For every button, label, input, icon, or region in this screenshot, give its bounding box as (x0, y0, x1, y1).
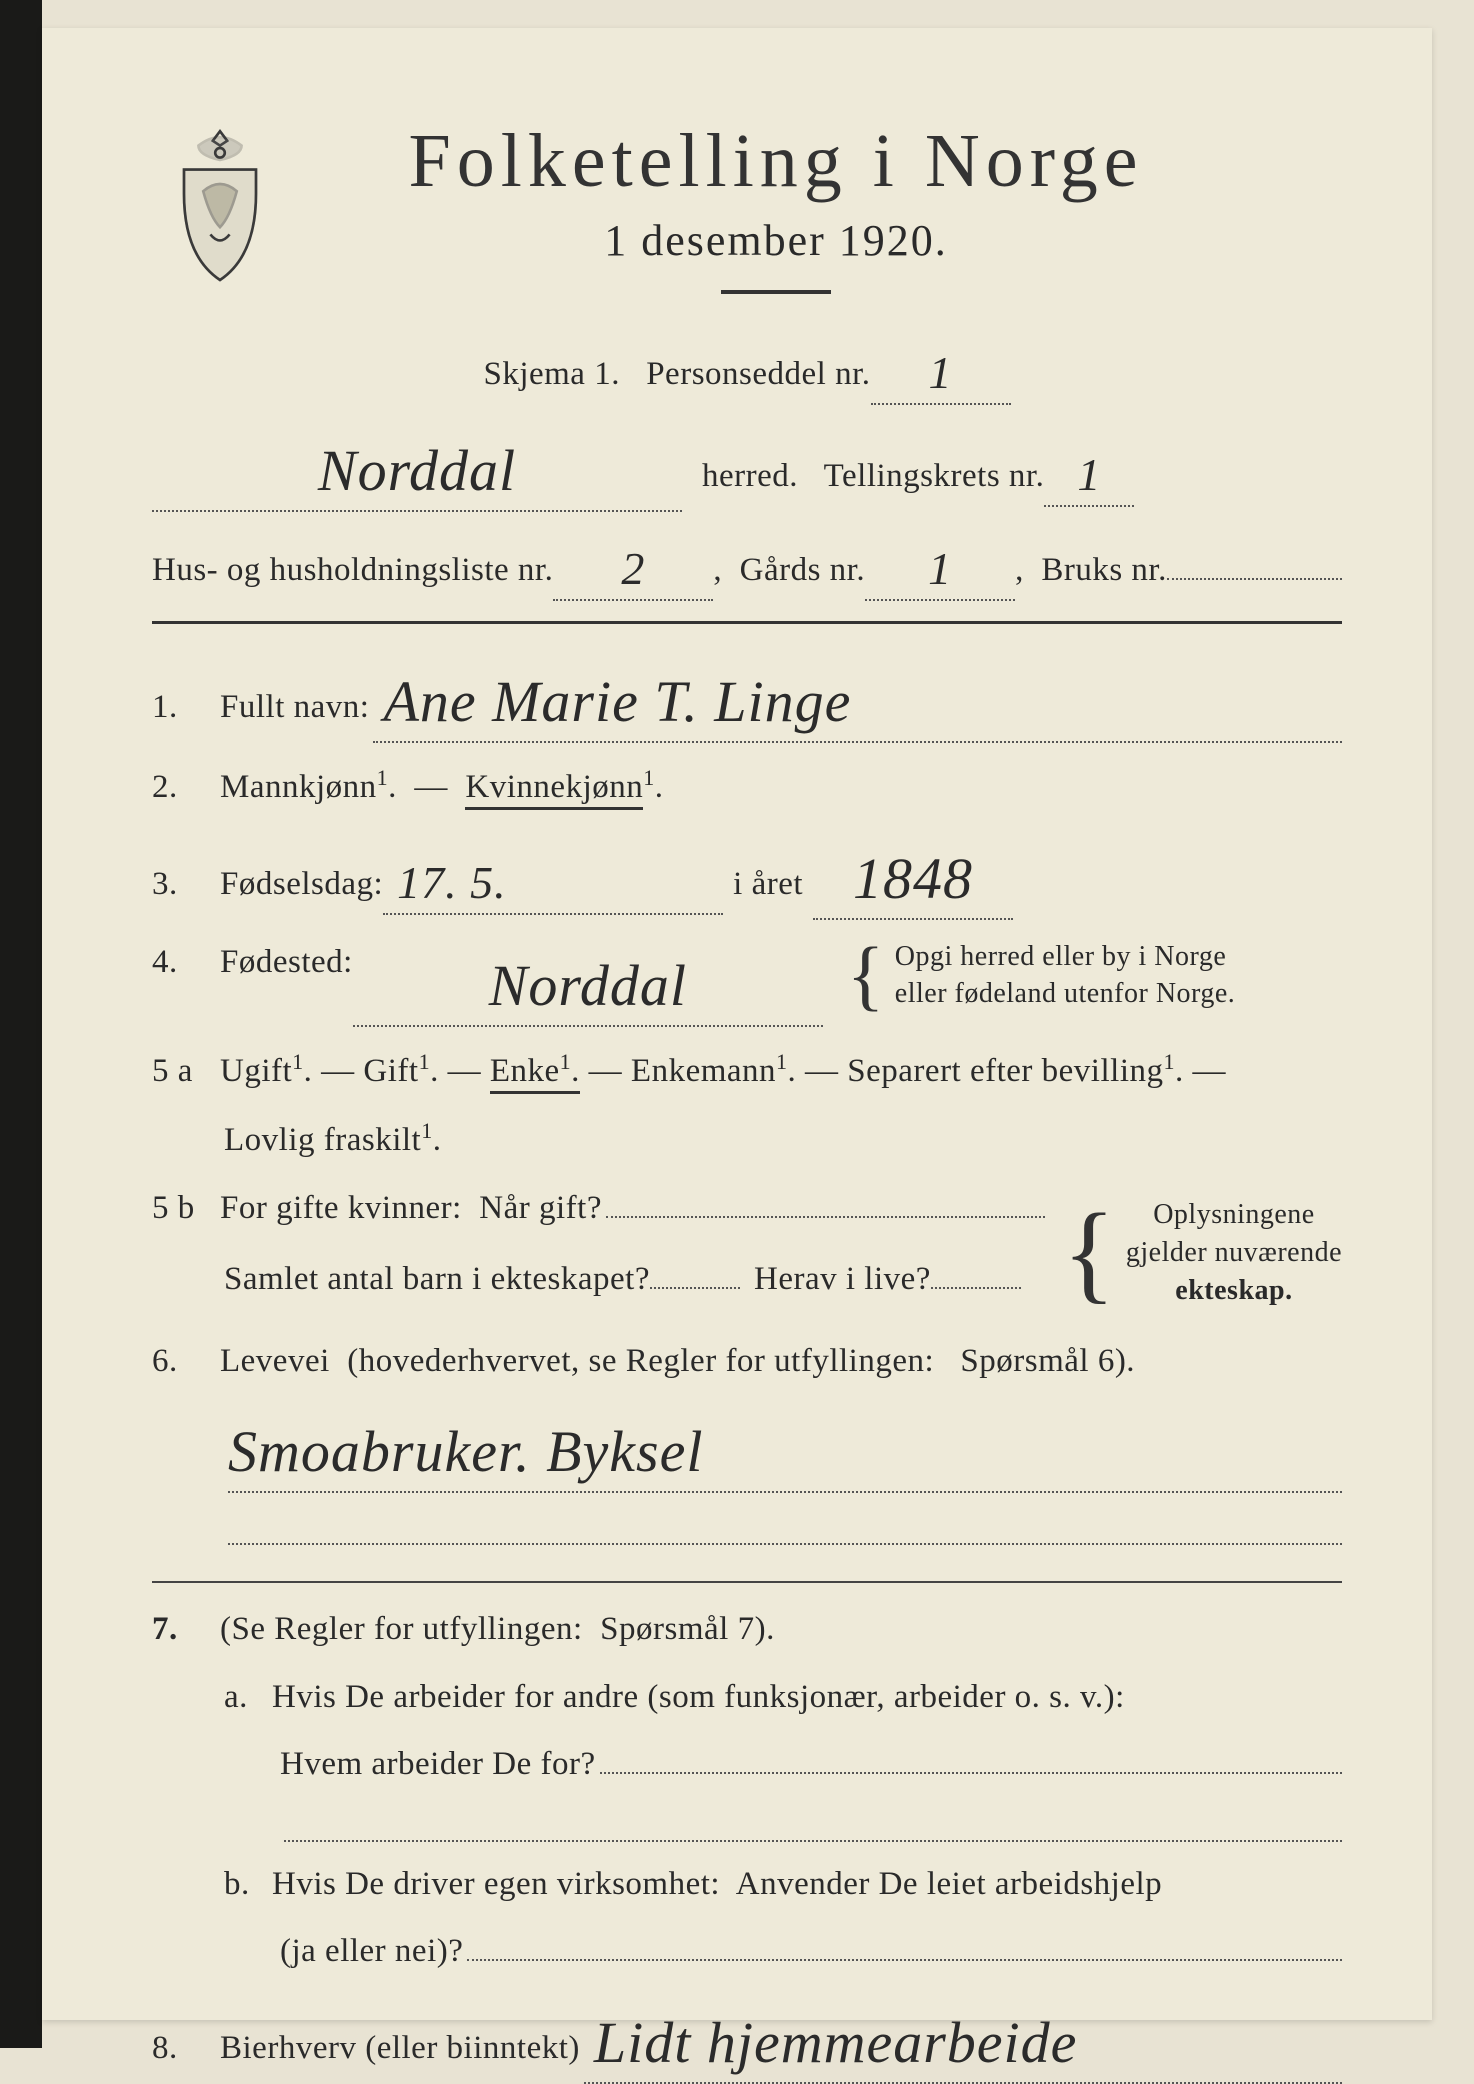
q7-num: 7. (152, 1605, 220, 1655)
q5b-side1: Oplysningene (1126, 1196, 1342, 1234)
q5a-opt2: Gift1. (363, 1045, 438, 1097)
q4-side2: eller fødeland utenfor Norge. (895, 975, 1236, 1013)
q5b-num: 5 b (152, 1184, 220, 1234)
q2-female: Kvinnekjønn1. (465, 761, 663, 813)
q4-row: 4. Fødested: Norddal { Opgi herred eller… (152, 938, 1342, 1027)
q5a-opt5: Separert efter bevilling1. (847, 1045, 1183, 1097)
q5a-num: 5 a (152, 1047, 220, 1097)
form-body: Skjema 1. Personseddel nr. 1 Norddal her… (152, 334, 1342, 2084)
q6-value: Smoabruker. Byksel (228, 1419, 703, 1484)
q4-label: Fødested: (220, 938, 353, 988)
page-subtitle: 1 desember 1920. (320, 215, 1232, 266)
q2-row: 2. Mannkjønn1. — Kvinnekjønn1. (152, 761, 1342, 813)
q5b-row1: 5 b For gifte kvinner: Når gift? (152, 1184, 1045, 1234)
q4-num: 4. (152, 938, 220, 988)
q8-label: Bierhverv (eller biinntekt) (220, 2024, 580, 2074)
q8-row: 8. Bierhverv (eller biinntekt) Lidt hjem… (152, 1995, 1342, 2084)
hus-line: Hus- og husholdningsliste nr. 2 , Gårds … (152, 530, 1342, 601)
scan-edge (0, 0, 42, 2048)
q5b-sidenote: { Oplysningene gjelder nuværende ekteska… (1063, 1196, 1342, 1309)
q7a-row2: Hvem arbeider De for? (152, 1740, 1342, 1790)
q3-label: Fødselsdag: (220, 860, 383, 910)
census-form-page: Folketelling i Norge 1 desember 1920. Sk… (42, 28, 1432, 2020)
q5b-barn-blank (650, 1251, 740, 1289)
q5b-side2: gjelder nuværende (1126, 1234, 1342, 1272)
brace-icon: { (847, 940, 885, 1010)
q3-day: 17. 5. (397, 857, 507, 908)
brace-icon: { (1063, 1203, 1116, 1302)
q7a-row3 (152, 1808, 1342, 1842)
q5a-opt1: Ugift1. (220, 1045, 312, 1097)
q2-num: 2. (152, 763, 220, 813)
gards-label: , Gårds nr. (713, 546, 865, 596)
q4-value: Norddal (489, 953, 687, 1018)
title-rule (721, 290, 831, 294)
q7a-row1: a. Hvis De arbeider for andre (som funks… (152, 1673, 1342, 1723)
q1-row: 1. Fullt navn: Ane Marie T. Linge (152, 654, 1342, 743)
bruks-label: , Bruks nr. (1015, 546, 1167, 596)
q5a-opt4: Enkemann1. (631, 1045, 796, 1097)
herred-label: herred. Tellingskrets nr. (702, 452, 1044, 502)
q7b-row2: (ja eller nei)? (152, 1927, 1342, 1977)
q5b-row2: Samlet antal barn i ekteskapet? Herav i … (152, 1251, 1045, 1305)
q6-row: 6. Levevei (hovederhvervet, se Regler fo… (152, 1337, 1342, 1387)
q4-sidenote: { Opgi herred eller by i Norge eller fød… (847, 938, 1235, 1014)
q5b-live-blank (931, 1251, 1021, 1289)
gards-nr: 1 (928, 543, 952, 594)
q7b-blank (467, 1927, 1342, 1961)
hus-nr: 2 (621, 543, 645, 594)
q7a-num: a. (224, 1673, 272, 1723)
herred-value: Norddal (318, 438, 516, 503)
q7-label: (Se Regler for utfyllingen: Spørsmål 7). (220, 1605, 775, 1655)
q5b-l2a: Samlet antal barn i ekteskapet? (224, 1255, 650, 1305)
q3-row: 3. Fødselsdag: 17. 5. i året 1848 (152, 831, 1342, 920)
tellingskrets-nr: 1 (1077, 449, 1101, 500)
q7a-l1: Hvis De arbeider for andre (som funksjon… (272, 1673, 1125, 1723)
herred-line: Norddal herred. Tellingskrets nr. 1 (152, 423, 1342, 512)
skjema-line: Skjema 1. Personseddel nr. 1 (152, 334, 1342, 405)
q5a-row2: Lovlig fraskilt1. (152, 1114, 1342, 1166)
q7b-row1: b. Hvis De driver egen virksomhet: Anven… (152, 1860, 1342, 1910)
q6-num: 6. (152, 1337, 220, 1387)
q5a-opt3: Enke1. (490, 1045, 580, 1097)
coat-of-arms-icon (160, 124, 280, 297)
q7a-l2: Hvem arbeider De for? (280, 1740, 596, 1790)
q7a-blank2 (284, 1808, 1342, 1842)
skjema-label: Skjema 1. Personseddel nr. (483, 350, 870, 400)
q6-blank2 (152, 1511, 1342, 1545)
q1-value: Ane Marie T. Linge (383, 669, 851, 734)
q5b-gift-blank (606, 1184, 1045, 1218)
q5b-block: 5 b For gifte kvinner: Når gift? Samlet … (152, 1184, 1342, 1323)
q4-side1: Opgi herred eller by i Norge (895, 938, 1236, 976)
q7b-l1: Hvis De driver egen virksomhet: Anvender… (272, 1860, 1162, 1910)
q8-value: Lidt hjemmearbeide (594, 2010, 1078, 2075)
q7b-l2: (ja eller nei)? (280, 1927, 463, 1977)
header: Folketelling i Norge 1 desember 1920. (152, 118, 1342, 324)
q1-num: 1. (152, 683, 220, 733)
hus-label: Hus- og husholdningsliste nr. (152, 546, 553, 596)
q6-value-row: Smoabruker. Byksel (152, 1404, 1342, 1493)
q2-male: Mannkjønn1. (220, 761, 397, 813)
q8-num: 8. (152, 2024, 220, 2074)
q5b-side3: ekteskap. (1126, 1272, 1342, 1310)
q5b-l2b: Herav i live? (754, 1255, 931, 1305)
q7b-num: b. (224, 1860, 272, 1910)
q7-row: 7. (Se Regler for utfyllingen: Spørsmål … (152, 1605, 1342, 1655)
q3-num: 3. (152, 860, 220, 910)
q5a-row: 5 a Ugift1. — Gift1. — Enke1. — Enkemann… (152, 1045, 1342, 1097)
title-block: Folketelling i Norge 1 desember 1920. (320, 118, 1342, 324)
q7a-blank (600, 1740, 1342, 1774)
page-title: Folketelling i Norge (320, 118, 1232, 205)
q1-label: Fullt navn: (220, 683, 369, 733)
mid-rule (152, 1581, 1342, 1583)
q3-mid: i året (733, 860, 803, 910)
q5a-opt6: Lovlig fraskilt1. (224, 1114, 441, 1166)
q5b-l1a: For gifte kvinner: Når gift? (220, 1184, 602, 1234)
personseddel-nr: 1 (929, 347, 953, 398)
section-rule (152, 621, 1342, 624)
q6-label: Levevei (hovederhvervet, se Regler for u… (220, 1337, 1135, 1387)
q3-year: 1848 (853, 846, 973, 911)
